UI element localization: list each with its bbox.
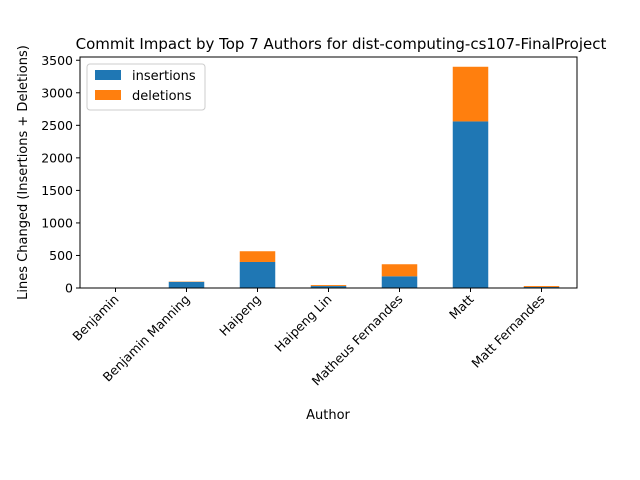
y-tick-label-5: 2500 <box>41 118 73 133</box>
bar-deletions-6 <box>523 286 560 288</box>
y-tick-label-1: 500 <box>49 248 73 263</box>
legend-label-insertions: insertions <box>132 69 196 84</box>
y-axis: 0 500 1000 1500 2000 2500 3000 3500 <box>41 53 80 296</box>
y-tick-label-4: 2000 <box>41 150 73 165</box>
legend-swatch-insertions <box>95 70 121 80</box>
bar-deletions-5 <box>452 66 489 122</box>
bar-insertions-2 <box>239 261 276 288</box>
y-tick-label-0: 0 <box>65 281 73 296</box>
bar-deletions-2 <box>239 251 276 262</box>
y-tick-label-7: 3500 <box>41 53 73 68</box>
y-axis-label: Lines Changed (Insertions + Deletions) <box>16 45 31 300</box>
legend-label-deletions: deletions <box>132 89 192 104</box>
bar-insertions-4 <box>381 276 418 288</box>
bar-deletions-3 <box>310 285 347 287</box>
bar-insertions-3 <box>310 286 347 288</box>
bars-group <box>97 66 560 288</box>
bar-insertions-5 <box>452 121 489 288</box>
x-axis-label: Author <box>306 408 350 423</box>
y-tick-label-6: 3000 <box>41 85 73 100</box>
bar-deletions-4 <box>381 264 418 277</box>
chart-title: Commit Impact by Top 7 Authors for dist-… <box>76 35 607 53</box>
y-tick-label-2: 1000 <box>41 215 73 230</box>
legend: insertions deletions <box>86 63 206 111</box>
bar-insertions-1 <box>168 281 205 288</box>
y-tick-label-3: 1500 <box>41 183 73 198</box>
legend-swatch-deletions <box>95 90 121 100</box>
